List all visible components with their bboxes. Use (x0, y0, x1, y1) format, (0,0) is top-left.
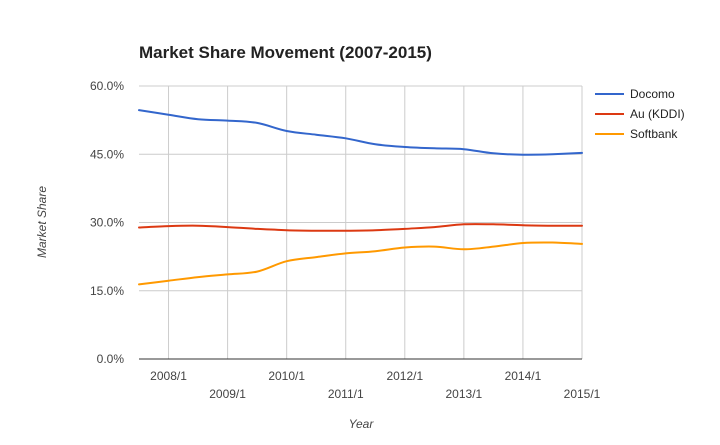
y-axis-title: Market Share (35, 186, 49, 258)
x-axis: 2008/1 2009/1 2010/1 2011/1 2012/1 2013/1 2014… (139, 358, 601, 401)
series-line-docomo (138, 109, 583, 156)
y-tick-label: 45.0% (90, 147, 124, 161)
x-tick-label: 2013/1 (446, 387, 483, 401)
x-tick-label: 2014/1 (505, 369, 542, 383)
x-tick-label: 2009/1 (209, 387, 246, 401)
legend-label-au-kddi: Au (KDDI) (630, 107, 685, 121)
x-tick-label: 2015/1 (564, 387, 601, 401)
series-line-au-kddi (138, 223, 583, 232)
x-tick-label: 2011/1 (328, 387, 364, 401)
series-line-softbank (138, 241, 583, 286)
chart-title: Market Share Movement (2007-2015) (139, 43, 432, 62)
y-axis: 0.0% 15.0% 30.0% 45.0% 60.0% (90, 79, 124, 366)
series-layer (138, 109, 583, 286)
grid-layer (139, 85, 583, 359)
y-tick-label: 15.0% (90, 284, 124, 298)
x-tick-label: 2010/1 (268, 369, 305, 383)
x-tick-label: 2008/1 (150, 369, 187, 383)
y-tick-label: 30.0% (90, 216, 124, 230)
legend-label-softbank: Softbank (630, 127, 678, 141)
y-tick-label: 60.0% (90, 79, 124, 93)
x-tick-label: 2012/1 (386, 369, 423, 383)
legend-label-docomo: Docomo (630, 87, 675, 101)
legend: Docomo Au (KDDI) Softbank (595, 87, 685, 141)
x-axis-title: Year (349, 417, 375, 431)
y-tick-label: 0.0% (97, 352, 125, 366)
